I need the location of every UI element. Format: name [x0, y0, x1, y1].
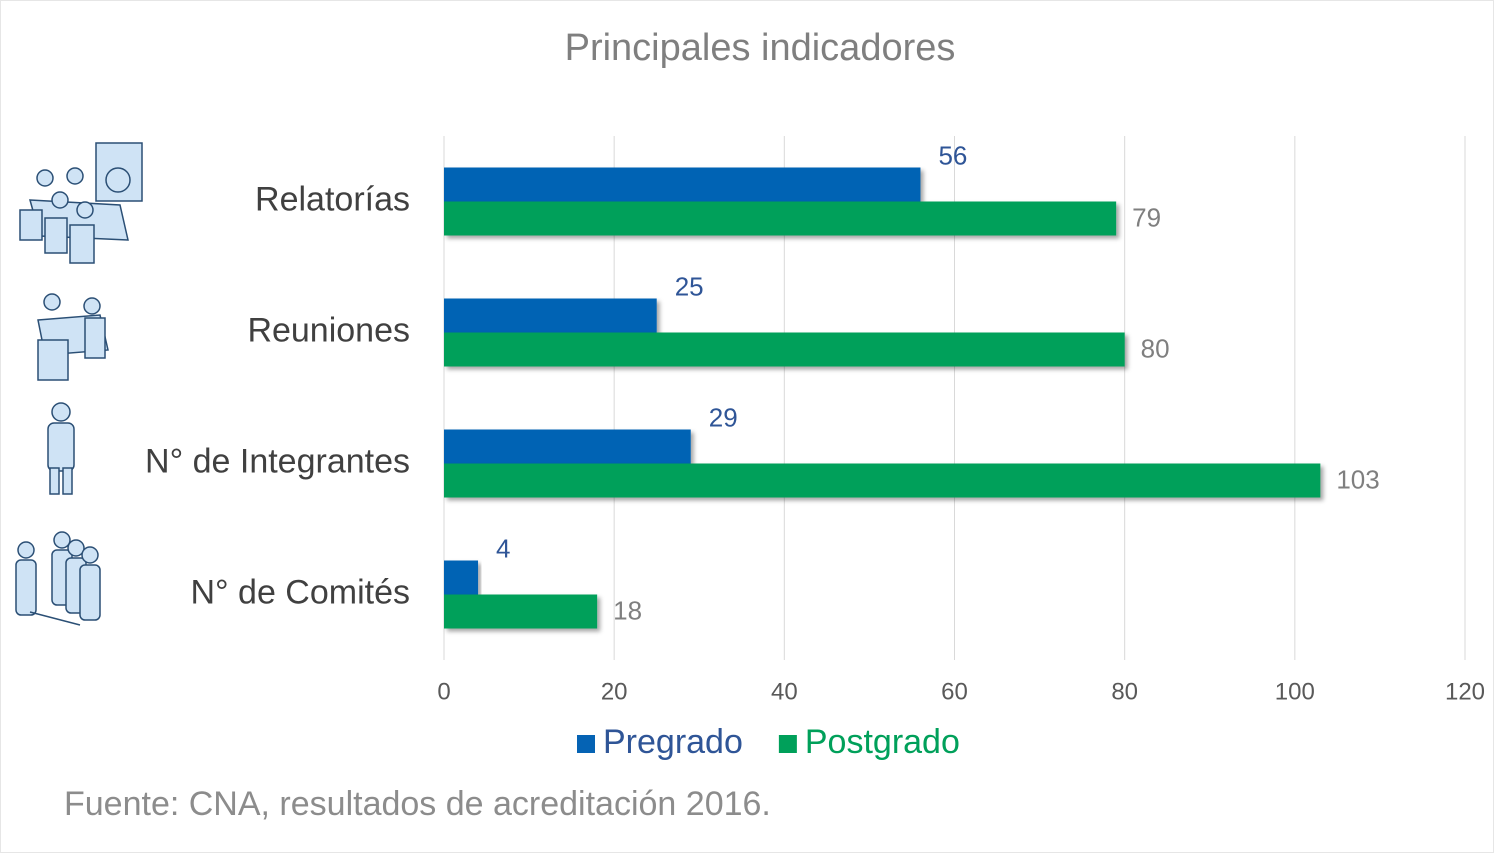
bar	[444, 167, 921, 202]
y-tick-label: N° de Integrantes	[145, 442, 410, 480]
y-tick-label: N° de Comités	[190, 573, 410, 611]
source-note: Fuente: CNA, resultados de acreditación …	[64, 785, 771, 823]
data-label: 25	[675, 271, 704, 301]
data-label: 4	[496, 533, 510, 563]
data-label: 29	[709, 402, 738, 432]
bar	[444, 463, 1321, 498]
bar	[444, 201, 1117, 236]
bar	[444, 594, 598, 629]
x-tick-label: 40	[771, 678, 798, 705]
x-tick-label: 120	[1445, 678, 1485, 705]
x-tick-label: 60	[941, 678, 968, 705]
icon-meeting	[19, 142, 143, 264]
data-label: 56	[938, 140, 967, 170]
bar	[444, 298, 657, 333]
data-label: 103	[1336, 464, 1379, 494]
bar	[444, 429, 691, 464]
y-tick-label: Reuniones	[247, 311, 410, 349]
icon-group	[15, 531, 101, 626]
x-tick-label: 0	[437, 678, 450, 705]
x-tick-label: 80	[1111, 678, 1138, 705]
data-label: 79	[1132, 202, 1161, 232]
legend-label: Pregrado	[603, 723, 743, 761]
bar	[444, 560, 479, 595]
data-label: 18	[613, 595, 642, 625]
icon-person	[47, 402, 75, 495]
y-tick-label: Relatorías	[255, 180, 410, 218]
data-label: 80	[1141, 333, 1170, 363]
x-tick-label: 20	[601, 678, 628, 705]
chart-title: Principales indicadores	[565, 27, 956, 69]
icon-table	[37, 293, 109, 381]
legend-swatch	[577, 735, 595, 753]
legend-swatch	[778, 735, 797, 753]
legend-label: Postgrado	[805, 723, 960, 761]
x-tick-label: 100	[1275, 678, 1315, 705]
icons	[15, 142, 143, 626]
bar	[444, 332, 1125, 367]
